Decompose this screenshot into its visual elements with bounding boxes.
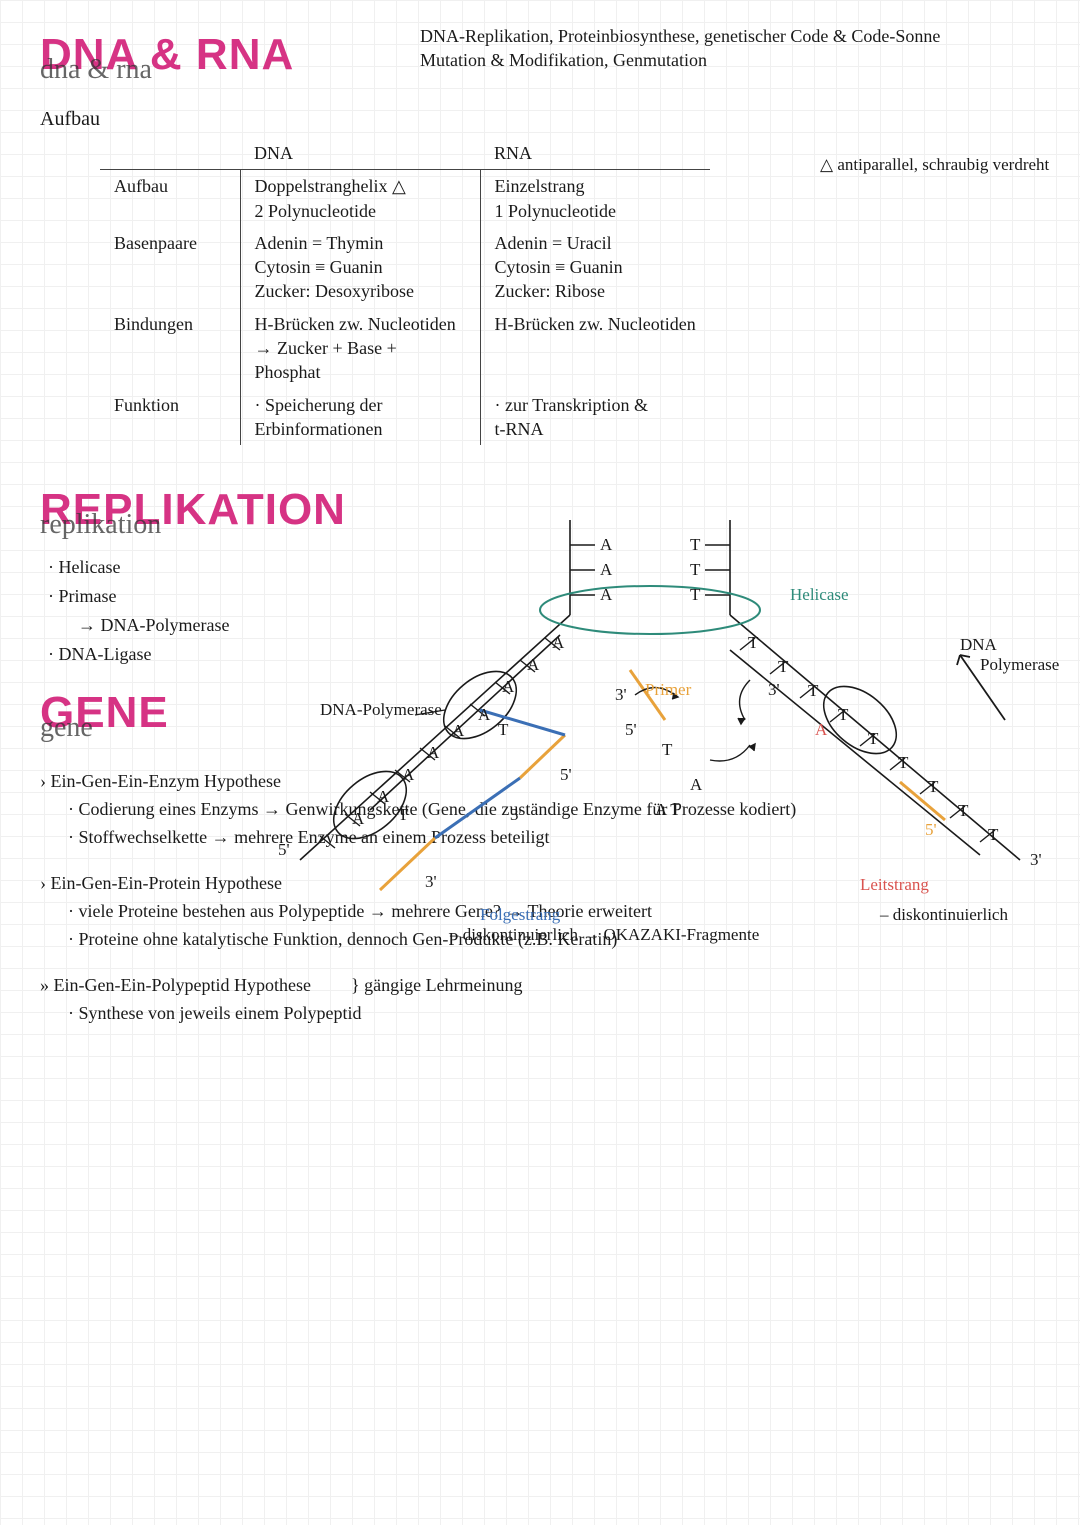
antiparallel-note: △ antiparallel, schraubig verdreht — [820, 155, 1049, 175]
svg-text:T: T — [498, 720, 509, 739]
svg-text:3': 3' — [425, 872, 437, 891]
topnote-line2: Mutation & Modifikation, Genmutation — [420, 48, 1020, 72]
table-cell: H-Brücken zw. Nucleotiden→ Zucker + Base… — [240, 308, 480, 389]
note-marker: △ — [820, 155, 833, 174]
page-title-block: DNA & RNA dna & rna — [40, 30, 294, 80]
svg-text:3': 3' — [615, 685, 627, 704]
svg-text:5': 5' — [560, 765, 572, 784]
table-cell: Adenin = ThyminCytosin ≡ GuaninZucker: D… — [240, 227, 480, 308]
label-leitstrang-note: – diskontinuierlich — [879, 905, 1008, 924]
table-cell: H-Brücken zw. Nucleotiden — [480, 308, 710, 389]
table-cell: Doppelstranghelix △2 Polynucleotide — [240, 170, 480, 227]
table-cell: · Speicherung der Erbinformationen — [240, 389, 480, 446]
svg-text:T: T — [662, 740, 673, 759]
table-row: BindungenH-Brücken zw. Nucleotiden→ Zuck… — [100, 308, 710, 389]
svg-text:A: A — [452, 721, 465, 740]
replikation-script: replikation — [40, 509, 161, 541]
label-dna-polymerase-left: DNA-Polymerase — [320, 700, 442, 719]
svg-text:T: T — [808, 681, 819, 700]
label-helicase: Helicase — [790, 585, 849, 604]
svg-text:T: T — [778, 657, 789, 676]
label-folgestrang: Folgestrang — [480, 905, 561, 924]
table-row: Funktion· Speicherung der Erbinformation… — [100, 389, 710, 446]
table-cell: Adenin = UracilCytosin ≡ GuaninZucker: R… — [480, 227, 710, 308]
svg-text:T: T — [988, 825, 999, 844]
svg-text:A: A — [427, 743, 440, 762]
svg-text:T: T — [868, 729, 879, 748]
brace-note: } gängige Lehrmeinung — [351, 975, 523, 995]
note-text: antiparallel, schraubig verdreht — [837, 155, 1049, 174]
replication-fork-diagram: A T A A T 3' 5' 5' 3' 3' 5' 3' 5' 3' 3' 5' A… — [260, 520, 1060, 940]
section-label-aufbau: Aufbau — [40, 108, 1040, 131]
svg-text:5': 5' — [728, 520, 740, 521]
svg-text:A: A — [527, 655, 540, 674]
svg-text:T: T — [958, 801, 969, 820]
svg-text:A: A — [377, 787, 390, 806]
svg-text:A: A — [815, 720, 828, 739]
label-leitstrang: Leitstrang — [860, 875, 929, 894]
svg-text:A: A — [402, 765, 415, 784]
table-row: BasenpaareAdenin = ThyminCytosin ≡ Guani… — [100, 227, 710, 308]
label-dna-polymerase-2: Polymerase — [980, 655, 1059, 674]
svg-text:5': 5' — [278, 840, 290, 859]
svg-text:A: A — [502, 677, 515, 696]
label-folgestrang-note: – diskontinuierlich → OKAZAKI-Fragmente — [449, 925, 759, 944]
svg-text:T: T — [690, 560, 701, 579]
table-cell: Aufbau — [100, 170, 240, 227]
svg-text:A: A — [600, 560, 613, 579]
gene-title-block: GENE gene — [40, 688, 169, 738]
hypothesis-head: Ein-Gen-Ein-Polypeptid Hypothese} gängig… — [40, 972, 1040, 1000]
svg-text:T: T — [838, 705, 849, 724]
svg-text:T: T — [928, 777, 939, 796]
svg-text:5': 5' — [625, 720, 637, 739]
svg-text:A T: A T — [655, 800, 681, 819]
table-cell: Einzelstrang1 Polynucleotide — [480, 170, 710, 227]
header-topics: DNA-Replikation, Proteinbiosynthese, gen… — [420, 24, 1020, 73]
svg-text:A: A — [600, 535, 613, 554]
label-dna-polymerase: DNA — [960, 635, 998, 654]
hypothesis-block: Ein-Gen-Ein-Polypeptid Hypothese} gängig… — [40, 972, 1040, 1028]
label-primer: Primer — [645, 680, 692, 699]
svg-text:T: T — [690, 535, 701, 554]
dna-rna-comparison-table: DNA RNA AufbauDoppelstranghelix △2 Polyn… — [100, 137, 710, 445]
svg-text:A: A — [600, 585, 613, 604]
table-header-dna: DNA — [240, 137, 480, 170]
svg-text:T: T — [398, 805, 409, 824]
svg-text:T: T — [898, 753, 909, 772]
svg-text:3': 3' — [560, 520, 572, 521]
gene-script: gene — [40, 712, 93, 744]
table-cell: Funktion — [100, 389, 240, 446]
svg-text:A: A — [552, 633, 565, 652]
table-row: AufbauDoppelstranghelix △2 Polynucleotid… — [100, 170, 710, 227]
table-cell: Bindungen — [100, 308, 240, 389]
title-script: dna & rna — [40, 54, 152, 86]
svg-text:3': 3' — [510, 805, 522, 824]
topnote-line1: DNA-Replikation, Proteinbiosynthese, gen… — [420, 24, 1020, 48]
table-cell: Basenpaare — [100, 227, 240, 308]
svg-text:A: A — [690, 775, 703, 794]
hypothesis-line: Synthese von jeweils einem Polypeptid — [68, 1000, 1040, 1028]
table-header-rna: RNA — [480, 137, 710, 170]
svg-text:3': 3' — [1030, 850, 1042, 869]
svg-text:T: T — [690, 585, 701, 604]
svg-text:3': 3' — [768, 680, 780, 699]
svg-text:5': 5' — [925, 820, 937, 839]
svg-text:T: T — [748, 633, 759, 652]
table-header-blank — [100, 137, 240, 170]
svg-text:A: A — [478, 705, 491, 724]
svg-text:A: A — [352, 809, 365, 828]
table-cell: · zur Transkription & t-RNA — [480, 389, 710, 446]
